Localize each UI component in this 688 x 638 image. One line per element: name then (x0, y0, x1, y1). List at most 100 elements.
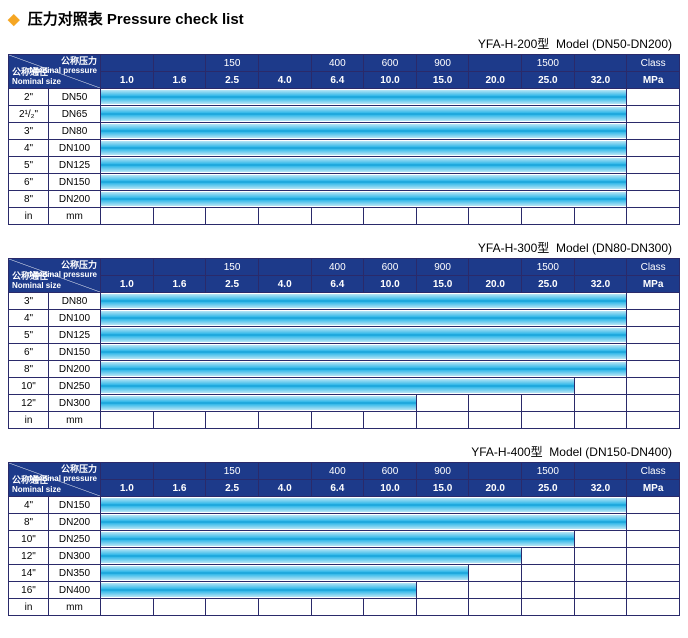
mpa-value-header: 2.5 (206, 72, 259, 89)
mpa-label-header: MPa (627, 480, 680, 497)
class-value-header: 900 (416, 259, 469, 276)
table-row: 8"DN200 (9, 191, 680, 208)
bar-cell (101, 89, 627, 106)
model-en: Model (DN150-DN400) (549, 445, 672, 459)
size-in: 6" (9, 344, 49, 361)
bar-cell (101, 582, 417, 599)
size-in: 12" (9, 548, 49, 565)
empty-cell (627, 514, 680, 531)
size-mm: DN300 (49, 548, 101, 565)
empty-cell (574, 565, 627, 582)
bar-cell (101, 123, 627, 140)
bar-cell (101, 157, 627, 174)
empty-cell (522, 565, 575, 582)
empty-cell (101, 412, 154, 429)
mpa-value-header: 2.5 (206, 480, 259, 497)
bar-cell (101, 191, 627, 208)
pressure-bar (101, 124, 626, 138)
bar-cell (101, 497, 627, 514)
class-value-header: 1500 (522, 259, 575, 276)
empty-cell (627, 157, 680, 174)
empty-cell (522, 548, 575, 565)
mpa-value-header: 15.0 (416, 276, 469, 293)
empty-cell (574, 582, 627, 599)
class-value-header (153, 259, 206, 276)
mpa-value-header: 20.0 (469, 276, 522, 293)
size-in: 4" (9, 310, 49, 327)
size-mm: DN150 (49, 344, 101, 361)
empty-cell (522, 395, 575, 412)
empty-cell (627, 599, 680, 616)
size-mm: DN200 (49, 191, 101, 208)
empty-cell (101, 599, 154, 616)
empty-cell (574, 395, 627, 412)
unit-row: inmm (9, 208, 680, 225)
table-row: 14"DN350 (9, 565, 680, 582)
class-value-header (574, 55, 627, 72)
size-mm: DN80 (49, 123, 101, 140)
pressure-table: 公称压力Nominal pressure公称通径Nominal size1504… (8, 258, 680, 429)
empty-cell (206, 208, 259, 225)
pressure-bar (101, 192, 626, 206)
size-in: 3" (9, 123, 49, 140)
empty-cell (627, 123, 680, 140)
table-row: 12"DN300 (9, 395, 680, 412)
model-cn: YFA-H-200型 (478, 37, 549, 51)
empty-cell (627, 174, 680, 191)
empty-cell (627, 531, 680, 548)
mpa-value-header: 20.0 (469, 72, 522, 89)
size-mm: DN50 (49, 89, 101, 106)
empty-cell (364, 208, 417, 225)
class-value-header: 1500 (522, 463, 575, 480)
class-value-header (101, 55, 154, 72)
pressure-bar (101, 379, 574, 393)
empty-cell (627, 344, 680, 361)
size-in: 12" (9, 395, 49, 412)
class-value-header: 900 (416, 55, 469, 72)
size-in: 4" (9, 497, 49, 514)
mpa-value-header: 4.0 (258, 480, 311, 497)
size-mm: DN300 (49, 395, 101, 412)
pressure-bar (101, 532, 574, 546)
class-value-header: 1500 (522, 55, 575, 72)
class-label-header: Class (627, 55, 680, 72)
pressure-bar (101, 549, 521, 563)
empty-cell (206, 599, 259, 616)
class-value-header: 600 (364, 463, 417, 480)
empty-cell (469, 412, 522, 429)
bar-cell (101, 361, 627, 378)
bar-cell (101, 565, 469, 582)
table-row: 5"DN125 (9, 327, 680, 344)
empty-cell (574, 548, 627, 565)
pressure-bar (101, 345, 626, 359)
bar-cell (101, 514, 627, 531)
size-in: 8" (9, 361, 49, 378)
pressure-bar (101, 311, 626, 325)
empty-cell (574, 208, 627, 225)
size-in: 5" (9, 327, 49, 344)
size-mm: DN100 (49, 310, 101, 327)
pressure-bar (101, 515, 626, 529)
empty-cell (627, 140, 680, 157)
empty-cell (522, 599, 575, 616)
diag-header: 公称压力Nominal pressure公称通径Nominal size (9, 463, 101, 497)
unit-in: in (9, 208, 49, 225)
mpa-value-header: 2.5 (206, 276, 259, 293)
mpa-value-header: 6.4 (311, 72, 364, 89)
empty-cell (101, 208, 154, 225)
size-mm: DN100 (49, 140, 101, 157)
empty-cell (311, 208, 364, 225)
size-in: 6" (9, 174, 49, 191)
size-mm: DN400 (49, 582, 101, 599)
mpa-value-header: 1.0 (101, 72, 154, 89)
empty-cell (627, 361, 680, 378)
mpa-value-header: 6.4 (311, 480, 364, 497)
mpa-value-header: 10.0 (364, 72, 417, 89)
mpa-value-header: 32.0 (574, 480, 627, 497)
pressure-bar (101, 294, 626, 308)
class-value-header: 600 (364, 55, 417, 72)
empty-cell (627, 378, 680, 395)
empty-cell (627, 208, 680, 225)
bar-cell (101, 531, 575, 548)
table-row: 4"DN150 (9, 497, 680, 514)
